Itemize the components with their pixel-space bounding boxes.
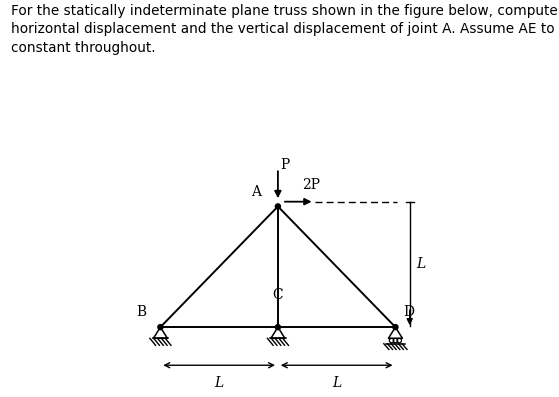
- Text: D: D: [404, 305, 414, 319]
- Text: B: B: [136, 305, 146, 319]
- Circle shape: [158, 325, 163, 330]
- Circle shape: [276, 325, 281, 330]
- Circle shape: [276, 204, 281, 209]
- Text: L: L: [332, 376, 342, 390]
- Text: L: L: [416, 257, 425, 271]
- Text: For the statically indeterminate plane truss shown in the figure below, compute : For the statically indeterminate plane t…: [11, 4, 559, 55]
- Text: 2P: 2P: [302, 178, 320, 192]
- Text: A: A: [252, 185, 262, 199]
- Text: P: P: [281, 158, 290, 172]
- Circle shape: [393, 325, 398, 330]
- Text: L: L: [215, 376, 224, 390]
- Text: C: C: [273, 288, 283, 302]
